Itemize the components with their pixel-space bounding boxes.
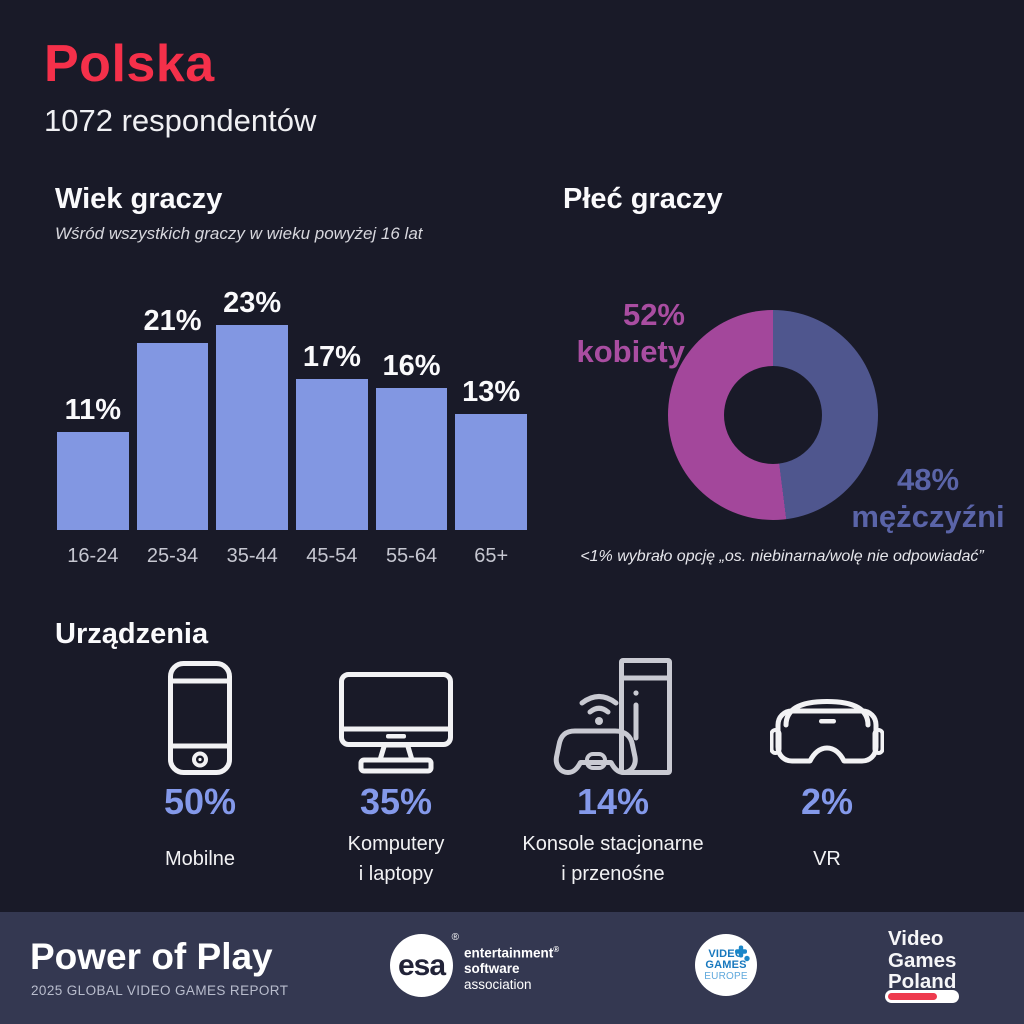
bar-35-44: 23% (216, 287, 289, 530)
bar-category-label: 25-34 (146, 545, 199, 567)
female-share-label: 52% kobiety (505, 296, 685, 370)
bar-category-label: 45-54 (306, 545, 358, 567)
gender-footnote: <1% wybrało opcję „os. niebinarna/wolę n… (580, 548, 984, 565)
bar-category-label: 65+ (474, 545, 509, 567)
vgp-logo-bar-fill (888, 992, 937, 1001)
esa-text-registered-mark: ® (553, 945, 560, 954)
female-text: kobiety (576, 334, 685, 369)
device-label: VR (813, 848, 841, 870)
bar-55-64: 16% (375, 349, 448, 530)
report-subtitle: 2025 GLOBAL VIDEO GAMES REPORT (31, 983, 289, 998)
donut-hole (724, 366, 822, 464)
age-section-subtitle: Wśród wszystkich graczy w wieku powyżej … (55, 224, 423, 243)
bar-value-label: 11% (64, 394, 122, 427)
device-percent: 35% (359, 781, 433, 822)
vgp-logo-bar (885, 990, 959, 1003)
device-percent: 14% (576, 781, 650, 822)
vr-headset-icon (770, 660, 884, 775)
age-bar-categories: 16-24 25-34 35-44 45-54 55-64 65+ (57, 545, 527, 568)
bar-rect (136, 343, 209, 530)
bar-25-34: 21% (136, 305, 209, 530)
esa-logo-text: entertainment® software association (464, 945, 560, 992)
device-card-vr: 2% VR (727, 660, 927, 891)
device-label: Konsole stacjonarne i przenośne (522, 833, 704, 885)
desktop-computer-icon (339, 660, 453, 775)
male-text: mężczyźni (851, 499, 1005, 534)
male-value: 48% (896, 462, 960, 497)
esa-logo: esa ® (390, 932, 459, 997)
bar-rect (375, 387, 448, 530)
device-percent: 2% (800, 781, 854, 822)
smartphone-icon (168, 660, 232, 775)
gender-section-title: Płeć graczy (563, 183, 723, 215)
gender-donut-chart (668, 310, 878, 520)
bar-category-label: 16-24 (67, 545, 119, 567)
bar-rect (455, 414, 528, 530)
respondents-count: 1072 respondentów (44, 103, 317, 138)
report-title: Power of Play (30, 936, 273, 977)
game-console-icon (553, 658, 673, 775)
bar-rect (296, 378, 368, 530)
device-card-mobile: 50% Mobilne (100, 660, 300, 891)
bar-rect (57, 432, 129, 530)
bar-value-label: 17% (302, 340, 361, 373)
bar-rect (216, 325, 289, 530)
bar-16-24: 11% (57, 394, 129, 530)
devices-section-title: Urządzenia (55, 618, 209, 650)
bar-65+: 13% (455, 376, 528, 530)
bar-category-label: 35-44 (226, 545, 278, 567)
footer-band (0, 912, 1024, 1024)
device-card-consoles: 14% Konsole stacjonarne i przenośne (478, 658, 748, 891)
esa-wordmark: esa (397, 948, 446, 982)
device-percent: 50% (163, 781, 237, 822)
bar-value-label: 13% (462, 376, 521, 409)
page-title: Polska (44, 35, 215, 93)
bar-value-label: 23% (223, 287, 282, 320)
video-games-europe-logo: VIDEO GAMES EUROPE (695, 934, 757, 996)
vge-plus-icon (735, 945, 750, 962)
bar-category-label: 55-64 (385, 545, 438, 567)
video-games-poland-logo: Video Games Poland (888, 927, 957, 993)
bar-value-label: 21% (143, 305, 202, 338)
age-bar-chart: 11% 21% 23% 17% 16% 13% (57, 284, 528, 530)
bar-45-54: 17% (296, 341, 368, 530)
device-label: Komputery i laptopy (347, 833, 445, 885)
age-section-title: Wiek graczy (55, 183, 223, 215)
bar-value-label: 16% (382, 349, 441, 382)
male-share-label: 48% mężczyźni (818, 461, 1024, 535)
female-value: 52% (622, 297, 685, 332)
device-label: Mobilne (164, 848, 236, 870)
device-card-computers: 35% Komputery i laptopy (296, 660, 496, 891)
esa-registered-mark: ® (451, 932, 459, 943)
